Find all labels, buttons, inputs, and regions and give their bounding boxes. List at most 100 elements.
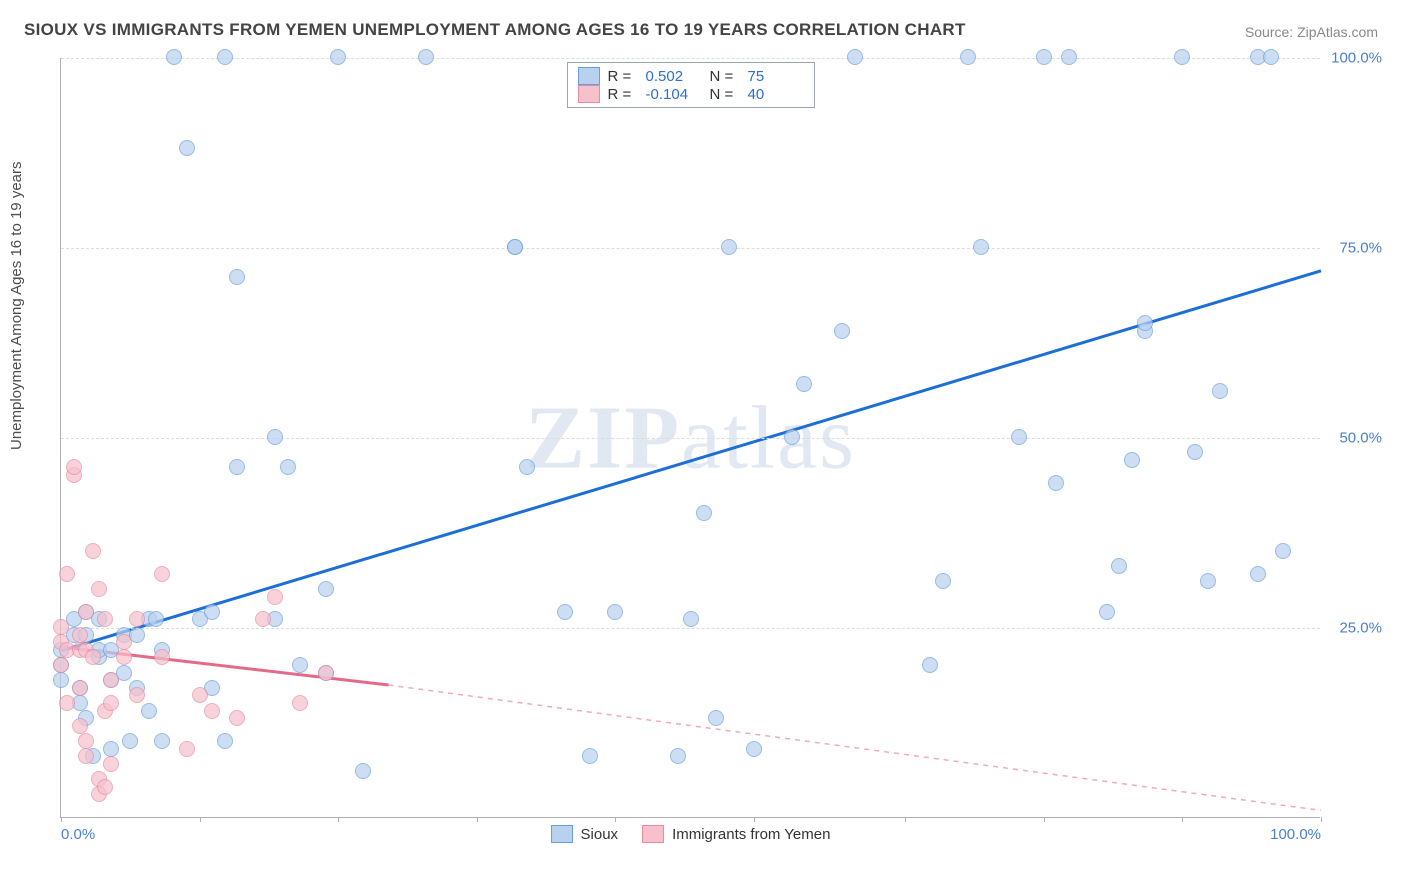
y-tick-label: 50.0% bbox=[1339, 430, 1382, 447]
x-tick-mark bbox=[477, 817, 478, 822]
x-tick-mark bbox=[1182, 817, 1183, 822]
data-point bbox=[935, 573, 951, 589]
gridline-h bbox=[61, 58, 1320, 59]
data-point bbox=[122, 733, 138, 749]
data-point bbox=[1036, 49, 1052, 65]
data-point bbox=[330, 49, 346, 65]
data-point bbox=[59, 566, 75, 582]
data-point bbox=[53, 672, 69, 688]
legend-swatch bbox=[578, 85, 600, 103]
data-point bbox=[973, 239, 989, 255]
data-point bbox=[72, 627, 88, 643]
data-point bbox=[103, 756, 119, 772]
data-point bbox=[192, 687, 208, 703]
data-point bbox=[1048, 475, 1064, 491]
data-point bbox=[85, 543, 101, 559]
data-point bbox=[179, 741, 195, 757]
x-tick-mark bbox=[1321, 817, 1322, 822]
data-point bbox=[267, 429, 283, 445]
data-point bbox=[1011, 429, 1027, 445]
data-point bbox=[154, 566, 170, 582]
r-value: -0.104 bbox=[646, 86, 702, 103]
data-point bbox=[53, 657, 69, 673]
x-tick-mark bbox=[905, 817, 906, 822]
legend-swatch bbox=[551, 825, 573, 843]
data-point bbox=[922, 657, 938, 673]
data-point bbox=[557, 604, 573, 620]
gridline-h bbox=[61, 438, 1320, 439]
data-point bbox=[670, 748, 686, 764]
data-point bbox=[217, 49, 233, 65]
data-point bbox=[355, 763, 371, 779]
data-point bbox=[280, 459, 296, 475]
data-point bbox=[1174, 49, 1190, 65]
x-tick-mark bbox=[200, 817, 201, 822]
source-link[interactable]: ZipAtlas.com bbox=[1297, 24, 1378, 40]
data-point bbox=[507, 239, 523, 255]
data-point bbox=[78, 604, 94, 620]
data-point bbox=[103, 741, 119, 757]
data-point bbox=[154, 733, 170, 749]
data-point bbox=[141, 703, 157, 719]
legend-item: Sioux bbox=[551, 825, 619, 843]
data-point bbox=[960, 49, 976, 65]
data-point bbox=[683, 611, 699, 627]
r-value: 0.502 bbox=[646, 68, 702, 85]
data-point bbox=[847, 49, 863, 65]
legend-item: Immigrants from Yemen bbox=[642, 825, 830, 843]
chart-title: SIOUX VS IMMIGRANTS FROM YEMEN UNEMPLOYM… bbox=[24, 20, 966, 40]
y-tick-label: 75.0% bbox=[1339, 240, 1382, 257]
x-tick-label: 0.0% bbox=[61, 826, 95, 843]
data-point bbox=[116, 649, 132, 665]
data-point bbox=[116, 634, 132, 650]
data-point bbox=[129, 611, 145, 627]
data-point bbox=[179, 140, 195, 156]
data-point bbox=[255, 611, 271, 627]
data-point bbox=[318, 665, 334, 681]
x-tick-mark bbox=[1044, 817, 1045, 822]
data-point bbox=[1061, 49, 1077, 65]
data-point bbox=[204, 703, 220, 719]
data-point bbox=[418, 49, 434, 65]
legend-label: Immigrants from Yemen bbox=[672, 826, 830, 843]
data-point bbox=[78, 748, 94, 764]
data-point bbox=[229, 459, 245, 475]
data-point bbox=[59, 695, 75, 711]
data-point bbox=[708, 710, 724, 726]
y-axis-label: Unemployment Among Ages 16 to 19 years bbox=[8, 161, 25, 450]
data-point bbox=[1137, 315, 1153, 331]
data-point bbox=[91, 581, 107, 597]
legend-row: R =-0.104N =40 bbox=[578, 85, 804, 103]
data-point bbox=[292, 695, 308, 711]
data-point bbox=[148, 611, 164, 627]
data-point bbox=[229, 269, 245, 285]
x-tick-label: 100.0% bbox=[1270, 826, 1321, 843]
data-point bbox=[229, 710, 245, 726]
data-point bbox=[267, 589, 283, 605]
data-point bbox=[97, 611, 113, 627]
data-point bbox=[97, 779, 113, 795]
n-value: 75 bbox=[748, 68, 804, 85]
data-point bbox=[1124, 452, 1140, 468]
legend-swatch bbox=[578, 67, 600, 85]
n-label: N = bbox=[710, 86, 740, 103]
data-point bbox=[519, 459, 535, 475]
y-tick-label: 100.0% bbox=[1331, 50, 1382, 67]
data-point bbox=[66, 459, 82, 475]
data-point bbox=[1275, 543, 1291, 559]
x-tick-mark bbox=[61, 817, 62, 822]
data-point bbox=[1250, 566, 1266, 582]
x-tick-mark bbox=[754, 817, 755, 822]
x-tick-mark bbox=[615, 817, 616, 822]
data-point bbox=[129, 687, 145, 703]
correlation-legend: R =0.502N =75R =-0.104N =40 bbox=[567, 62, 815, 108]
n-label: N = bbox=[710, 68, 740, 85]
data-point bbox=[78, 733, 94, 749]
data-point bbox=[103, 695, 119, 711]
gridline-h bbox=[61, 628, 1320, 629]
legend-label: Sioux bbox=[581, 826, 619, 843]
source-credit: Source: ZipAtlas.com bbox=[1245, 24, 1378, 40]
n-value: 40 bbox=[748, 86, 804, 103]
data-point bbox=[746, 741, 762, 757]
data-point bbox=[784, 429, 800, 445]
